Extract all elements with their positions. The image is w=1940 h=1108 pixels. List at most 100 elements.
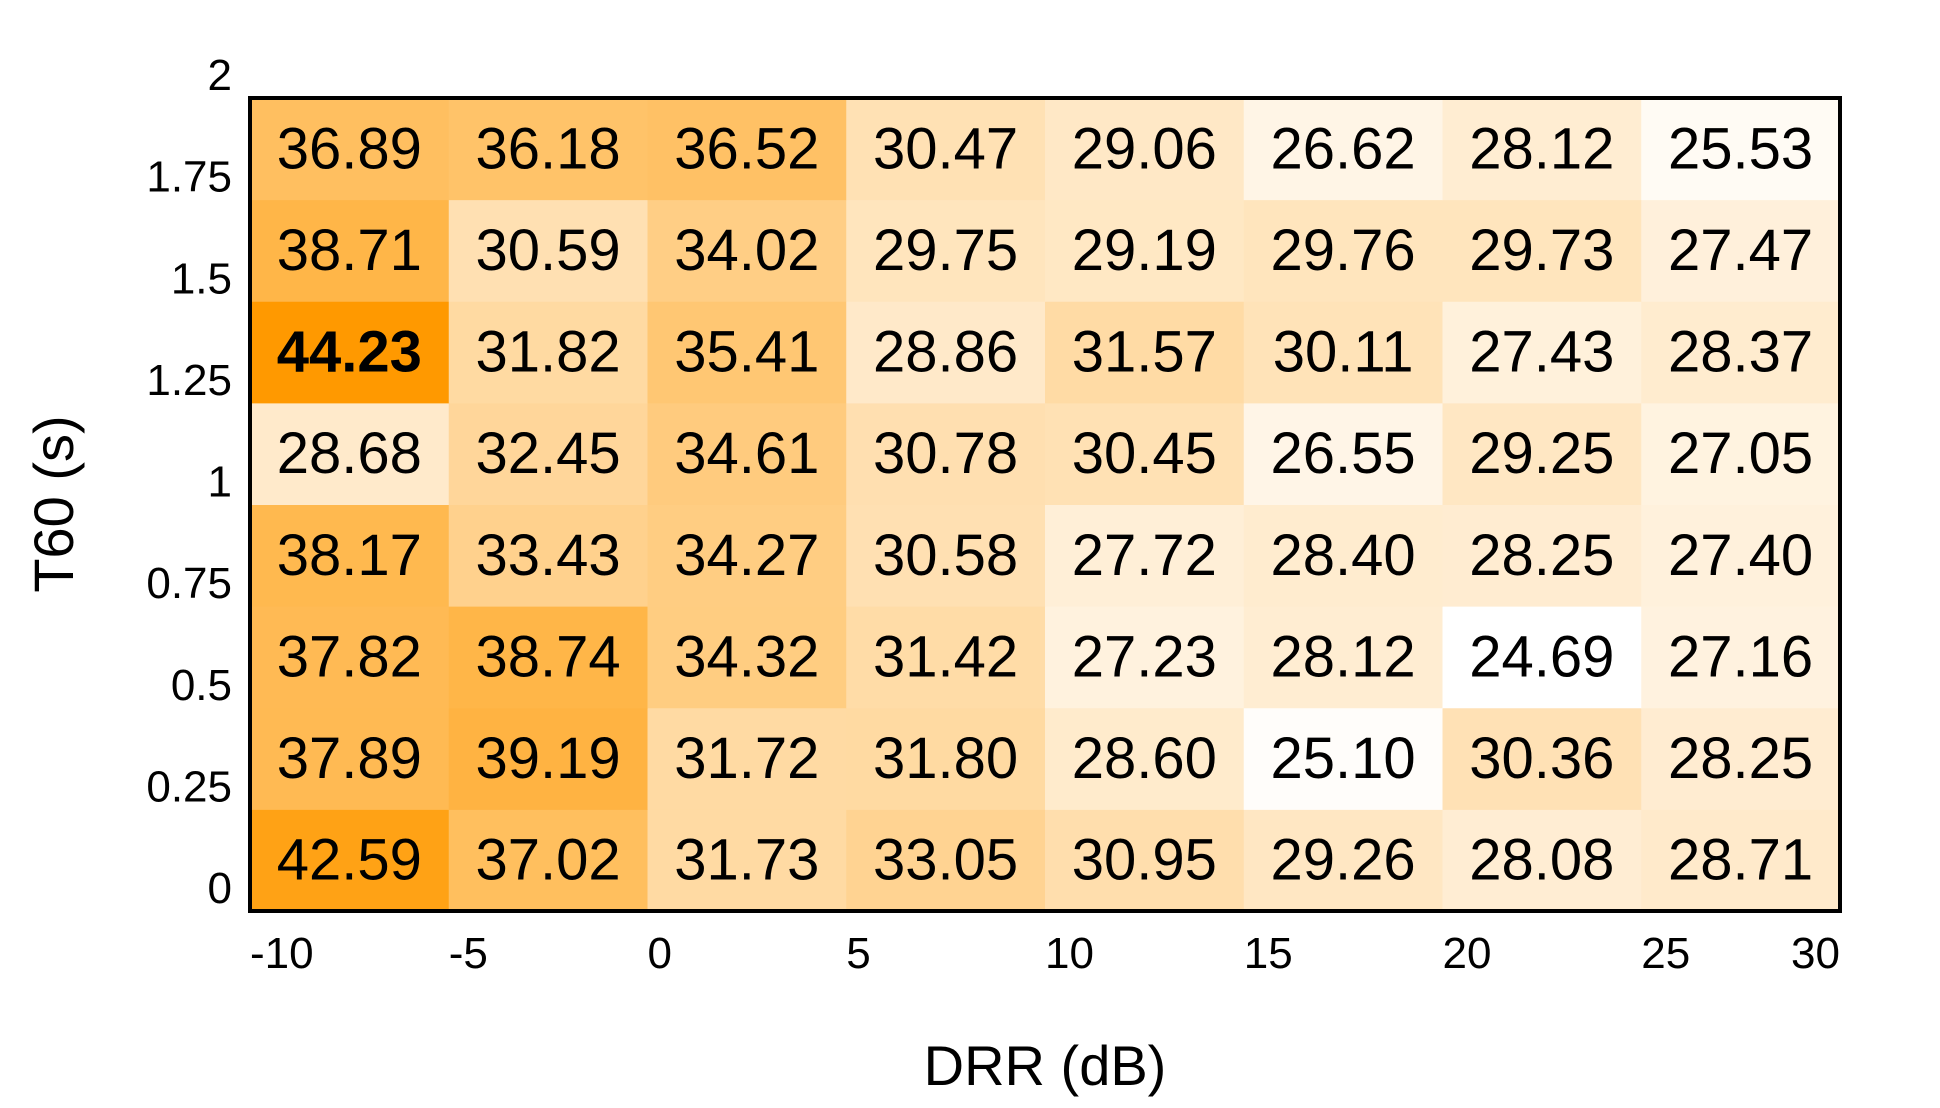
heatmap-cell	[1045, 504, 1245, 607]
heatmap-cell	[647, 809, 847, 912]
heatmap-cell	[1045, 606, 1245, 709]
y-tick-label: 1.75	[146, 153, 232, 202]
heatmap-cell	[1243, 809, 1443, 912]
heatmap-cell	[1243, 504, 1443, 607]
cell-value-label: 33.05	[873, 828, 1018, 893]
y-tick-label: 1.5	[171, 254, 232, 303]
cell-value-label: 28.12	[1271, 624, 1416, 689]
heatmap-cell	[1442, 707, 1642, 810]
heatmap-cell	[1442, 301, 1642, 404]
heatmap-cell	[647, 504, 847, 607]
cell-value-label: 27.47	[1668, 218, 1813, 283]
heatmap-cell	[846, 606, 1046, 709]
cell-value-label: 27.40	[1668, 523, 1813, 588]
cell-value-label: 31.82	[476, 320, 621, 385]
cell-value-label: 32.45	[476, 421, 621, 486]
heatmap-cell	[250, 199, 450, 302]
cell-value-label: 31.73	[674, 828, 819, 893]
y-axis-ticks: 0 0.25 0.5 0.75 1 1.25 1.5 1.75 2	[146, 51, 232, 913]
cell-value-label: 34.27	[674, 523, 819, 588]
heatmap-cell	[1045, 809, 1245, 912]
x-tick-label: 20	[1443, 929, 1492, 978]
cell-value-label: 30.11	[1273, 320, 1414, 385]
y-tick-label: 1.25	[146, 356, 232, 405]
heatmap-cell	[1641, 707, 1841, 810]
heatmap-cell	[448, 301, 648, 404]
heatmap-cell	[846, 707, 1046, 810]
heatmap-cell	[1045, 402, 1245, 505]
heatmap-cell	[846, 98, 1046, 201]
heatmap-cell	[250, 606, 450, 709]
cell-value-label: 38.17	[277, 523, 422, 588]
cell-value-label: 37.82	[277, 624, 422, 689]
heatmap-cell	[1045, 199, 1245, 302]
cell-value-label: 34.02	[674, 218, 819, 283]
heatmap-cell	[647, 402, 847, 505]
x-tick-label: 0	[648, 929, 672, 978]
cell-value-label: 30.78	[873, 421, 1018, 486]
heatmap-cell	[250, 809, 450, 912]
x-axis-ticks: -10 -5 0 5 10 15 20 25 30	[250, 929, 1840, 978]
heatmap-cell	[1641, 809, 1841, 912]
heatmap-cell	[1641, 402, 1841, 505]
heatmap-cell	[1641, 606, 1841, 709]
cell-value-label: 28.86	[873, 320, 1018, 385]
heatmap-cell-labels: 42.59 37.02 31.73 33.05 30.95 29.26 28.08 28.71…	[277, 116, 1813, 892]
heatmap-cell	[1045, 707, 1245, 810]
cell-value-label: 31.57	[1072, 320, 1217, 385]
heatmap-cell	[250, 707, 450, 810]
x-axis-label: DRR (dB)	[924, 1034, 1167, 1097]
heatmap-cell	[250, 301, 450, 404]
y-tick-label: 0	[208, 864, 232, 913]
cell-value-label: 42.59	[277, 828, 422, 893]
cell-value-label: 29.26	[1271, 828, 1416, 893]
cell-value-label: 28.25	[1668, 726, 1813, 791]
cell-value-label: 30.36	[1469, 726, 1614, 791]
cell-value-label: 37.89	[277, 726, 422, 791]
cell-value-label: 26.55	[1271, 421, 1416, 486]
heatmap-cell	[448, 809, 648, 912]
heatmap-cell	[1243, 301, 1443, 404]
x-tick-label: -10	[250, 929, 314, 978]
y-tick-label: 2	[208, 51, 232, 100]
heatmap-cell	[1641, 301, 1841, 404]
heatmap-cell	[647, 199, 847, 302]
heatmap-cell	[846, 301, 1046, 404]
heatmap-cell	[647, 98, 847, 201]
y-tick-label: 0.25	[146, 762, 232, 811]
cell-value-label: 36.52	[674, 116, 819, 181]
cell-value-label: 38.74	[476, 624, 621, 689]
cell-value-label: 30.59	[476, 218, 621, 283]
cell-value-label: 29.76	[1271, 218, 1416, 283]
heatmap-cell	[647, 707, 847, 810]
cell-value-label: 29.19	[1072, 218, 1217, 283]
heatmap-cell	[1045, 98, 1245, 201]
cell-value-label: 37.02	[476, 828, 621, 893]
heatmap-cell	[1442, 606, 1642, 709]
heatmap-cell	[647, 301, 847, 404]
cell-value-label: 31.42	[873, 624, 1018, 689]
heatmap-cell	[1442, 98, 1642, 201]
cell-value-label: 28.60	[1072, 726, 1217, 791]
heatmap-cell	[846, 402, 1046, 505]
cell-value-label: 44.23	[277, 320, 422, 385]
heatmap-cells	[250, 98, 1841, 912]
heatmap-cell	[647, 606, 847, 709]
cell-value-label: 28.37	[1668, 320, 1813, 385]
cell-value-label: 36.89	[277, 116, 422, 181]
heatmap-cell	[846, 199, 1046, 302]
cell-value-label: 27.16	[1668, 624, 1813, 689]
heatmap-cell	[1243, 402, 1443, 505]
cell-value-label: 31.72	[674, 726, 819, 791]
cell-value-label: 36.18	[476, 116, 621, 181]
cell-value-label: 29.06	[1072, 116, 1217, 181]
cell-value-label: 29.75	[873, 218, 1018, 283]
cell-value-label: 27.23	[1072, 624, 1217, 689]
x-tick-label: 30	[1791, 929, 1840, 978]
heatmap-cell	[1442, 402, 1642, 505]
cell-value-label: 27.05	[1668, 421, 1813, 486]
cell-value-label: 28.25	[1469, 523, 1614, 588]
cell-value-label: 33.43	[476, 523, 621, 588]
y-axis-label: T60 (s)	[22, 415, 85, 592]
